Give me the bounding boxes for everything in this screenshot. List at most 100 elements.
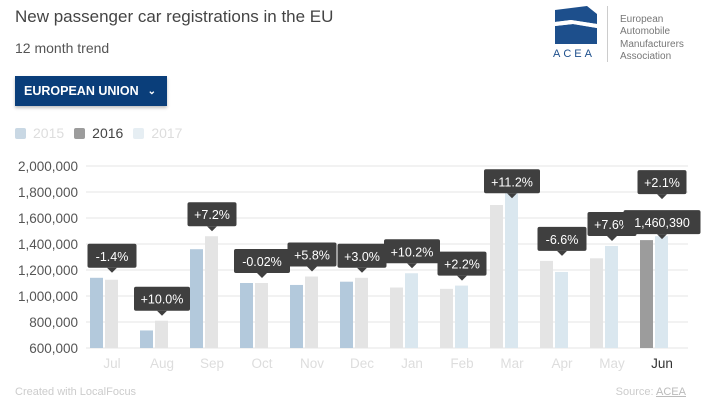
change-tooltip-box — [134, 286, 190, 311]
change-tooltip: +5.8% — [294, 249, 330, 263]
logo-acronym: ACEA — [553, 48, 595, 60]
region-dropdown-label: EUROPEAN UNION — [24, 84, 139, 98]
legend-label: 2017 — [151, 125, 183, 141]
bar-feb-2017 — [455, 285, 468, 348]
logo-divider — [607, 6, 608, 62]
bar-jun-2017 — [655, 236, 668, 348]
source-link[interactable]: ACEA — [656, 386, 686, 398]
legend-label: 2016 — [92, 125, 124, 141]
change-tooltip-pointer — [257, 273, 267, 278]
legend-item-2017[interactable]: 2017 — [133, 125, 182, 141]
x-tick-label[interactable]: Apr — [551, 356, 573, 371]
change-tooltip-box — [637, 170, 687, 195]
value-tooltip-box — [623, 210, 701, 235]
change-tooltip-pointer — [657, 194, 667, 200]
x-tick-label[interactable]: Jul — [103, 356, 120, 371]
bar-oct-2015 — [240, 283, 253, 348]
logo-line: European — [620, 14, 664, 25]
y-tick-label: 2,000,000 — [18, 159, 78, 174]
change-tooltip-pointer — [207, 226, 217, 232]
y-tick-label: 1,000,000 — [18, 289, 78, 304]
x-tick-label[interactable]: Aug — [150, 356, 174, 371]
change-tooltip-box — [287, 242, 337, 267]
x-tick-label[interactable]: Jun — [651, 356, 673, 371]
bar-oct-2016 — [255, 283, 268, 348]
x-tick-label[interactable]: Jan — [401, 356, 423, 371]
chart-subtitle: 12 month trend — [15, 40, 110, 56]
change-tooltip: +10.0% — [141, 293, 184, 307]
bar-chart: 2,000,000 1,800,000 1,600,000 1,400,000 1,20… — [18, 159, 701, 371]
bar-apr-2016 — [540, 260, 553, 348]
region-dropdown[interactable]: EUROPEAN UNION ⌄ — [15, 76, 167, 106]
y-tick-label: 800,000 — [29, 315, 78, 330]
change-tooltip: -0.02% — [242, 255, 282, 269]
bar-aug-2015 — [140, 330, 153, 348]
change-tooltip-box — [537, 226, 587, 251]
change-tooltip: +7.2% — [194, 208, 230, 222]
change-tooltip: -1.4% — [96, 250, 129, 264]
change-tooltip-pointer — [457, 275, 467, 281]
x-tick-label[interactable]: Dec — [350, 356, 374, 371]
y-tick-label: 1,400,000 — [18, 237, 78, 252]
change-tooltip: +2.1% — [644, 176, 680, 190]
bar-dec-2015 — [340, 281, 353, 348]
y-tick-label: 600,000 — [29, 341, 78, 356]
change-tooltip: +2.2% — [444, 258, 480, 272]
bar-jul-2016 — [105, 279, 118, 348]
change-tooltip-box — [337, 243, 387, 268]
chart-title: New passenger car registrations in the E… — [15, 7, 334, 26]
y-tick-label: 1,800,000 — [18, 185, 78, 200]
bar-jul-2015 — [90, 277, 103, 348]
bar-aug-2016 — [155, 320, 168, 348]
bar-mar-2017 — [505, 180, 518, 348]
y-tick-label: 1,600,000 — [18, 211, 78, 226]
y-tick-label: 1,200,000 — [18, 263, 78, 278]
legend-swatch — [74, 127, 86, 139]
change-tooltip: +10.2% — [391, 245, 434, 259]
change-tooltip: -6.6% — [546, 233, 579, 247]
change-tooltip-pointer — [307, 266, 317, 272]
legend-swatch — [15, 127, 26, 139]
legend-swatch — [133, 127, 145, 139]
bar-sep-2016 — [205, 236, 218, 348]
bar-nov-2015 — [290, 284, 303, 348]
change-tooltip-box — [234, 249, 290, 273]
legend-label: 2015 — [33, 125, 65, 141]
x-tick-label[interactable]: Sep — [200, 356, 224, 371]
legend-item-2016[interactable]: 2016 — [74, 125, 123, 141]
change-tooltip-pointer — [507, 193, 517, 199]
change-tooltip-box — [484, 169, 540, 194]
x-tick-label[interactable]: Mar — [500, 356, 524, 371]
chevron-down-icon: ⌄ — [147, 85, 156, 97]
bar-sep-2015 — [190, 249, 203, 348]
change-tooltip-box — [437, 251, 487, 276]
change-tooltip: +3.0% — [344, 250, 380, 264]
x-tick-label[interactable]: Oct — [251, 356, 272, 371]
change-tooltip-box — [187, 202, 237, 227]
x-tick-label[interactable]: Feb — [450, 356, 473, 371]
bar-jun-2016 — [640, 240, 653, 348]
change-tooltip-pointer — [357, 267, 367, 273]
bar-may-2016 — [590, 258, 603, 348]
change-tooltip-pointer — [157, 310, 167, 316]
logo-line: Automobile — [620, 26, 671, 38]
change-tooltip-pointer — [107, 267, 117, 273]
value-tooltip-pointer — [657, 234, 667, 240]
bar-feb-2016 — [440, 288, 453, 348]
acea-logo-icon — [555, 6, 597, 44]
x-tick-label[interactable]: Nov — [300, 356, 324, 371]
change-tooltip-pointer — [607, 235, 617, 241]
logo-line: Manufacturers — [620, 38, 684, 50]
created-with-credit: Created with LocalFocus — [15, 386, 137, 398]
source-credit: Source: ACEA — [616, 386, 686, 398]
x-tick-label[interactable]: May — [599, 356, 625, 371]
change-tooltip-pointer — [557, 250, 567, 256]
bar-mar-2016 — [490, 205, 503, 348]
bar-jan-2017 — [405, 273, 418, 348]
change-tooltip: +7.6% — [594, 218, 630, 232]
legend-item-2015[interactable]: 2015 — [15, 125, 64, 141]
legend: 2015 2016 2017 — [15, 125, 182, 141]
logo-text: European Automobile Manufacturers Associ… — [620, 14, 684, 63]
bar-apr-2017 — [555, 271, 568, 348]
bar-jan-2016 — [390, 287, 403, 348]
